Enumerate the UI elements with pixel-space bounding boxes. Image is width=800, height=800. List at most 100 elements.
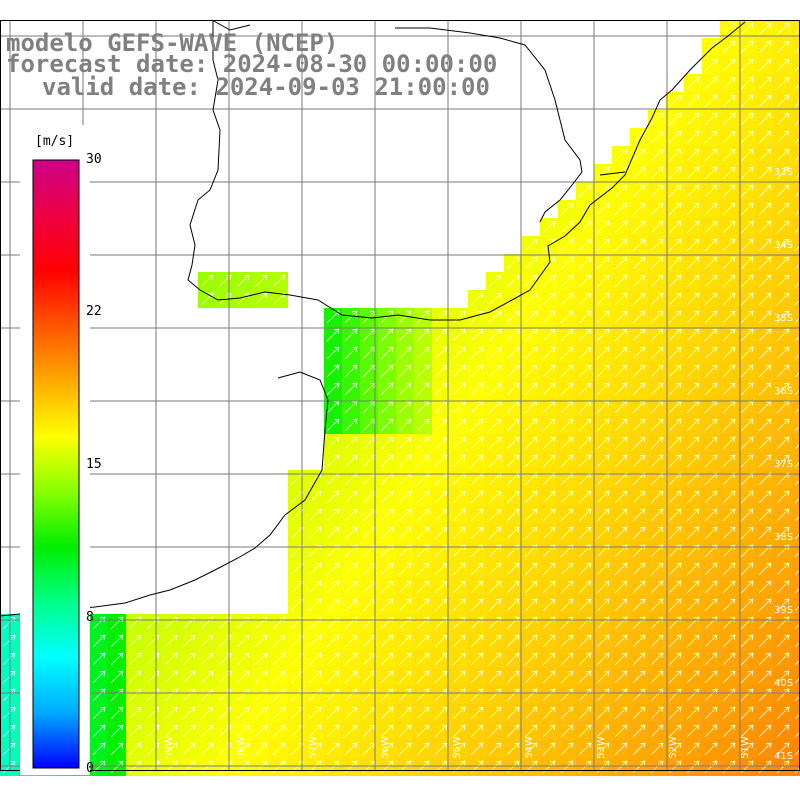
wind-arrow	[524, 436, 538, 450]
wind-arrow	[542, 310, 556, 324]
wind-arrow	[560, 598, 574, 612]
wind-arrow	[704, 742, 718, 756]
wind-arrow	[776, 256, 790, 270]
wind-arrow	[452, 706, 466, 720]
wind-arrow	[668, 256, 682, 270]
wind-arrow	[272, 670, 286, 684]
wind-arrow	[632, 238, 646, 252]
wind-arrow	[488, 652, 502, 666]
wind-arrow	[758, 94, 772, 108]
wind-arrow	[272, 652, 286, 666]
wind-arrow	[488, 310, 502, 324]
wind-arrow	[452, 580, 466, 594]
wind-arrow	[488, 580, 502, 594]
wind-arrow	[596, 292, 610, 306]
sea-cell	[792, 686, 800, 704]
wind-arrow	[254, 634, 268, 648]
wind-arrow	[758, 202, 772, 216]
wind-arrow	[686, 238, 700, 252]
wind-arrow	[686, 94, 700, 108]
wind-arrow	[794, 227, 800, 234]
wind-arrow	[524, 706, 538, 720]
wind-arrow	[596, 238, 610, 252]
wind-arrow	[794, 749, 800, 756]
wind-arrow	[776, 706, 790, 720]
sea-cell	[792, 740, 800, 758]
sea-cell	[792, 344, 800, 362]
wind-arrow	[560, 580, 574, 594]
wind-arrow	[614, 454, 628, 468]
wind-arrow	[524, 490, 538, 504]
sea-cell	[792, 578, 800, 596]
wind-arrow	[758, 112, 772, 126]
wind-arrow	[488, 508, 502, 522]
sea-cell	[792, 290, 800, 308]
wind-arrow	[668, 130, 682, 144]
lat-label: 38S	[774, 532, 794, 543]
wind-arrow	[740, 562, 754, 576]
wind-arrow	[110, 634, 124, 648]
wind-arrow	[632, 598, 646, 612]
wind-arrow	[740, 166, 754, 180]
wind-arrow	[326, 364, 340, 378]
wind-arrow	[308, 742, 322, 756]
wind-arrow	[704, 202, 718, 216]
wind-arrow	[416, 598, 430, 612]
wind-arrow	[668, 508, 682, 522]
colorbar-tick-0: 0	[86, 761, 94, 776]
wind-arrow	[650, 220, 664, 234]
wind-arrow	[758, 598, 772, 612]
wind-arrow	[200, 706, 214, 720]
wind-arrow	[344, 724, 358, 738]
wind-arrow	[128, 652, 142, 666]
wind-arrow	[758, 58, 772, 72]
wind-arrow	[758, 292, 772, 306]
wind-arrow	[686, 742, 700, 756]
wind-arrow	[668, 580, 682, 594]
wind-arrow	[380, 580, 394, 594]
wind-arrow	[398, 724, 412, 738]
wind-arrow	[560, 292, 574, 306]
wind-arrow	[578, 634, 592, 648]
wind-arrow	[434, 526, 448, 540]
wind-arrow	[740, 436, 754, 450]
wind-arrow	[578, 346, 592, 360]
wind-arrow	[668, 202, 682, 216]
wind-arrow	[722, 274, 736, 288]
wind-arrow	[758, 364, 772, 378]
wind-arrow	[650, 382, 664, 396]
wind-arrow	[704, 166, 718, 180]
wind-arrow	[686, 724, 700, 738]
wind-arrow	[506, 346, 520, 360]
wind-arrow	[632, 166, 646, 180]
wind-arrow	[434, 706, 448, 720]
wind-arrow	[614, 382, 628, 396]
wind-arrow	[470, 328, 484, 342]
sea-cell	[792, 668, 800, 686]
sea-cell	[792, 164, 800, 182]
wind-arrow	[668, 292, 682, 306]
wind-arrow	[740, 112, 754, 126]
wind-arrow	[668, 742, 682, 756]
wind-arrow	[344, 508, 358, 522]
wind-arrow	[596, 490, 610, 504]
wind-arrow	[632, 148, 646, 162]
wind-arrow	[452, 310, 466, 324]
wind-arrow	[578, 526, 592, 540]
wind-arrow	[578, 328, 592, 342]
wind-arrow	[668, 310, 682, 324]
wind-arrow	[398, 490, 412, 504]
wind-arrow	[632, 508, 646, 522]
wind-arrow	[722, 508, 736, 522]
wind-arrow	[344, 706, 358, 720]
wind-arrow	[416, 562, 430, 576]
wind-arrow	[470, 382, 484, 396]
wind-arrow	[740, 58, 754, 72]
wind-arrow	[470, 742, 484, 756]
wind-arrow	[704, 526, 718, 540]
wind-arrow	[560, 238, 574, 252]
wind-arrow	[686, 274, 700, 288]
wind-arrow	[434, 328, 448, 342]
wind-arrow	[632, 382, 646, 396]
wind-arrow	[704, 112, 718, 126]
